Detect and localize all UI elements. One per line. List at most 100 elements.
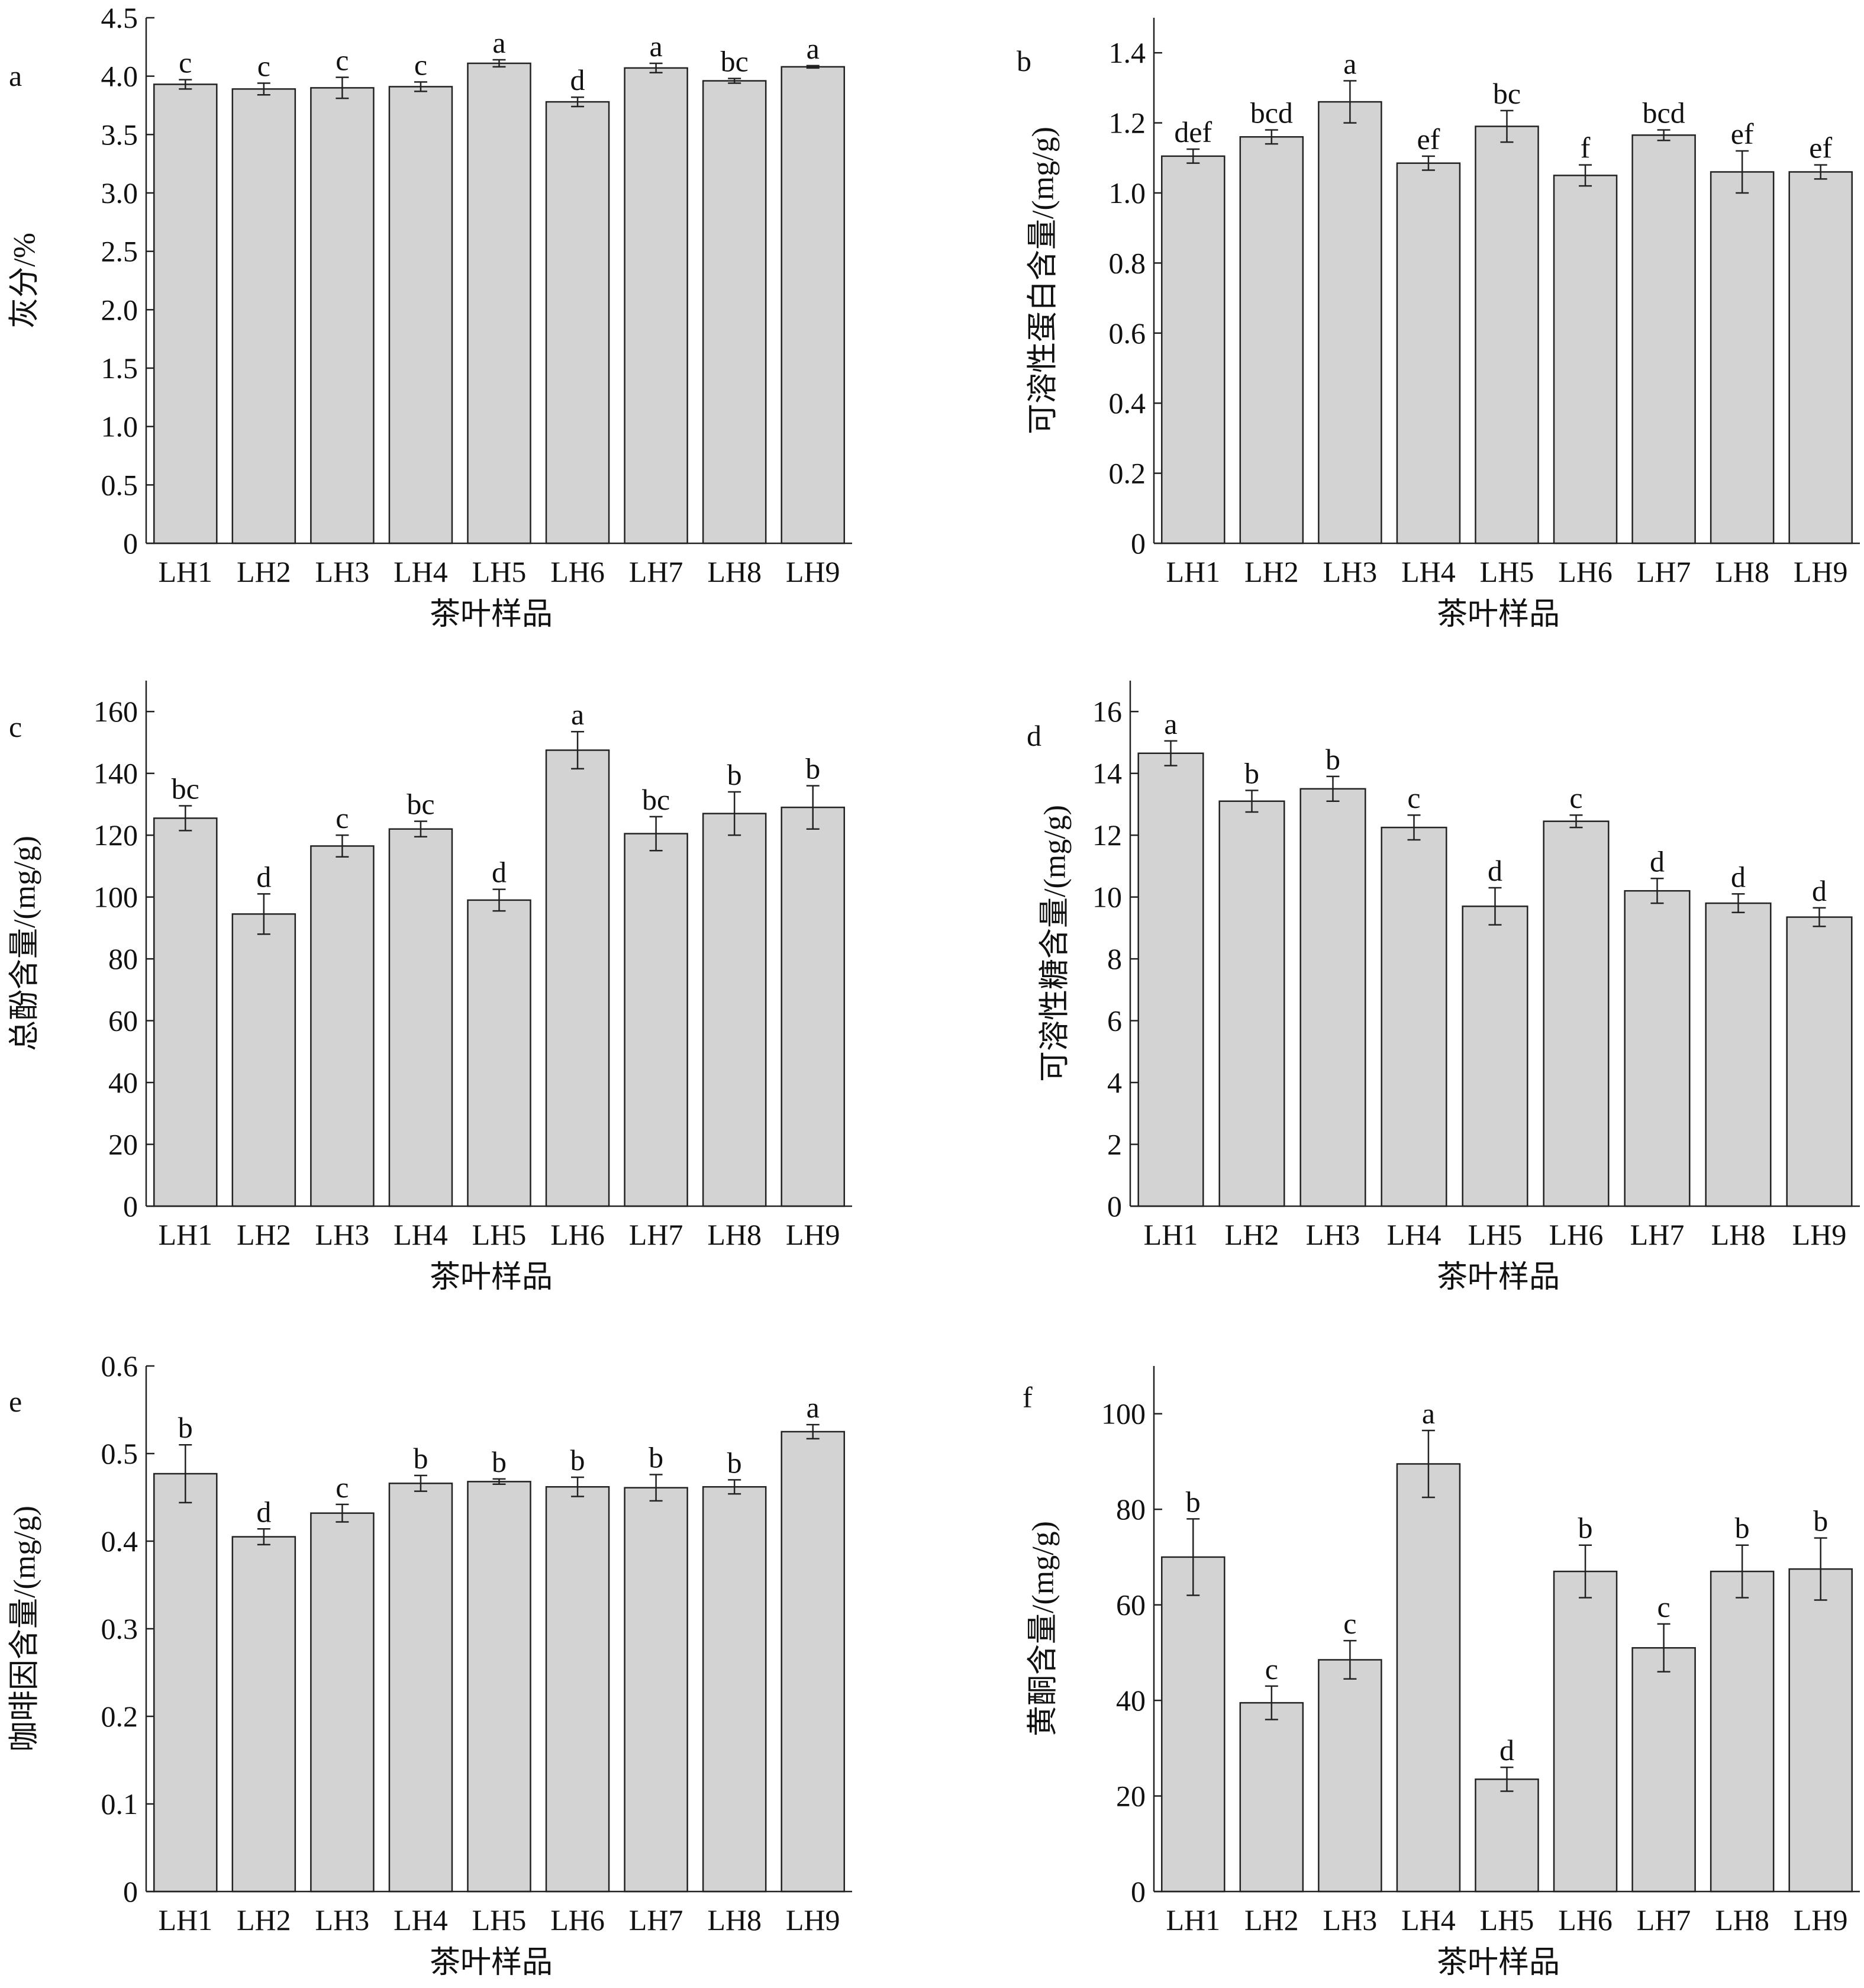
y-tick-label-b-5: 1.0 [1109, 176, 1146, 210]
bar-e-LH4 [388, 1483, 453, 1893]
significance-letter-d-LH7: d [1650, 845, 1665, 878]
x-tick-label-c-LH4: LH4 [394, 1218, 448, 1251]
bar-d-LH5 [1462, 906, 1528, 1207]
y-tick-label-c-6: 120 [93, 819, 138, 852]
error-bar-a-LH3 [336, 76, 349, 99]
y-tick-label-b-1: 0.2 [1109, 457, 1146, 490]
x-tick-label-f-LH1: LH1 [1166, 1903, 1220, 1937]
bar-b-LH9 [1788, 171, 1853, 544]
error-bar-f-LH1 [1186, 1518, 1200, 1596]
x-tick-label-f-LH9: LH9 [1794, 1903, 1848, 1937]
x-tick-label-f-LH4: LH4 [1401, 1903, 1456, 1937]
y-tick-label-b-6: 1.2 [1109, 107, 1146, 140]
x-tick-label-d-LH3: LH3 [1306, 1218, 1360, 1251]
y-tick-label-e-5: 0.5 [101, 1437, 138, 1470]
y-tick-label-a-7: 3.5 [101, 118, 138, 151]
x-tick-label-e-LH9: LH9 [786, 1903, 840, 1937]
error-bar-d-LH7 [1650, 878, 1664, 904]
bar-b-LH2 [1239, 136, 1304, 544]
significance-letter-b-LH9: ef [1809, 131, 1832, 165]
significance-letter-a-LH9: a [807, 32, 820, 65]
y-tick-label-c-8: 160 [93, 695, 138, 728]
y-tick-label-f-4: 80 [1116, 1493, 1146, 1526]
y-tick-label-a-0: 0 [123, 527, 138, 560]
x-tick-label-d-LH5: LH5 [1468, 1218, 1523, 1251]
significance-letter-b-LH5: bc [1493, 77, 1521, 110]
x-tick-label-c-LH1: LH1 [158, 1218, 212, 1251]
bar-a-LH2 [231, 88, 296, 544]
significance-letter-e-LH4: b [413, 1442, 428, 1475]
x-tick-label-d-LH1: LH1 [1144, 1218, 1198, 1251]
error-bar-b-LH8 [1736, 150, 1749, 194]
error-bar-e-LH4 [414, 1474, 427, 1492]
y-tick-label-b-4: 0.8 [1109, 246, 1146, 279]
significance-letter-a-LH8: bc [721, 45, 749, 78]
significance-letter-c-LH5: d [492, 856, 507, 889]
error-bar-b-LH2 [1265, 129, 1278, 145]
bar-f-LH3 [1318, 1659, 1382, 1893]
x-tick-label-a-LH3: LH3 [315, 555, 370, 588]
significance-letter-b-LH7: bcd [1643, 96, 1685, 129]
y-axis-title-e: 咖啡因含量/(mg/g) [8, 1506, 42, 1752]
x-tick-label-a-LH2: LH2 [237, 555, 291, 588]
chart-panel-c: bc LH1 d LH2 c LH3 bc LH4 d LH5 a LH6 bc LH7 b LH8 b LH9 0… [8, 681, 852, 1294]
x-axis-title-d: 茶叶样品 [1437, 1261, 1560, 1294]
significance-letter-f-LH9: b [1813, 1504, 1828, 1538]
x-tick-label-b-LH6: LH6 [1558, 555, 1613, 588]
y-tick-label-d-5: 10 [1092, 881, 1122, 914]
x-tick-label-d-LH8: LH8 [1711, 1218, 1766, 1251]
significance-letter-b-LH1: def [1174, 115, 1212, 149]
y-tick-label-a-6: 3.0 [101, 176, 138, 210]
error-bar-f-LH2 [1265, 1685, 1278, 1720]
bar-b-LH8 [1710, 171, 1775, 544]
error-bar-c-LH7 [649, 816, 663, 852]
error-bar-f-LH6 [1579, 1544, 1592, 1599]
bar-a-LH3 [310, 87, 375, 544]
bar-b-LH3 [1318, 101, 1382, 544]
significance-letter-c-LH2: d [256, 860, 271, 893]
significance-letter-e-LH3: c [336, 1471, 349, 1504]
y-tick-label-d-2: 4 [1107, 1066, 1122, 1099]
error-bar-b-LH7 [1657, 129, 1670, 141]
chart-panel-d: a LH1 b LH2 b LH3 c LH4 d LH5 c LH6 d LH7 d LH8 d LH9 0 2 4 6… [1027, 681, 1860, 1294]
x-axis-title-b: 茶叶样品 [1437, 598, 1560, 631]
bar-a-LH1 [153, 83, 218, 544]
y-tick-label-e-0: 0 [123, 1875, 138, 1908]
x-tick-label-b-LH1: LH1 [1166, 555, 1220, 588]
bar-d-LH2 [1218, 800, 1285, 1207]
significance-letter-c-LH8: b [727, 758, 742, 791]
y-tick-label-a-8: 4.0 [101, 60, 138, 93]
error-bar-f-LH4 [1421, 1429, 1435, 1499]
error-bar-b-LH5 [1500, 109, 1514, 143]
x-tick-label-f-LH8: LH8 [1715, 1903, 1769, 1937]
bar-c-LH8 [702, 813, 767, 1207]
chart-panel-a: c LH1 c LH2 c LH3 c LH4 a LH5 d LH6 a LH7 bc LH8 a LH9 0 0.… [8, 1, 852, 631]
chart-panel-b: def LH1 bcd LH2 a LH3 ef LH4 bc LH5 f LH6 bcd LH7 ef LH… [1017, 18, 1860, 631]
bar-e-LH1 [153, 1473, 218, 1893]
significance-letter-e-LH7: b [649, 1441, 663, 1474]
x-tick-label-e-LH2: LH2 [237, 1903, 291, 1937]
x-tick-label-c-LH6: LH6 [550, 1218, 605, 1251]
significance-letter-c-LH3: c [336, 801, 349, 834]
significance-letter-f-LH7: c [1657, 1590, 1670, 1623]
bar-a-LH5 [467, 62, 531, 544]
error-bar-e-LH3 [336, 1503, 349, 1523]
x-tick-label-b-LH2: LH2 [1244, 555, 1299, 588]
significance-letter-f-LH2: c [1265, 1652, 1278, 1686]
x-tick-label-a-LH9: LH9 [786, 555, 840, 588]
error-bar-d-LH1 [1164, 740, 1178, 766]
bar-a-LH9 [781, 66, 845, 544]
significance-letter-e-LH1: b [178, 1411, 193, 1444]
bar-b-LH5 [1475, 125, 1539, 544]
y-axis-title-b: 可溶性蛋白含量/(mg/g) [1027, 127, 1060, 434]
error-bar-a-LH9 [806, 65, 820, 69]
significance-letter-d-LH4: c [1407, 781, 1420, 814]
y-tick-label-f-2: 40 [1116, 1684, 1146, 1717]
significance-letter-d-LH9: d [1812, 874, 1827, 907]
significance-letter-c-LH1: bc [172, 772, 199, 805]
bar-b-LH6 [1553, 175, 1618, 544]
bar-a-LH4 [388, 86, 453, 544]
y-tick-label-a-2: 1.0 [101, 410, 138, 443]
significance-letter-a-LH2: c [257, 50, 270, 83]
